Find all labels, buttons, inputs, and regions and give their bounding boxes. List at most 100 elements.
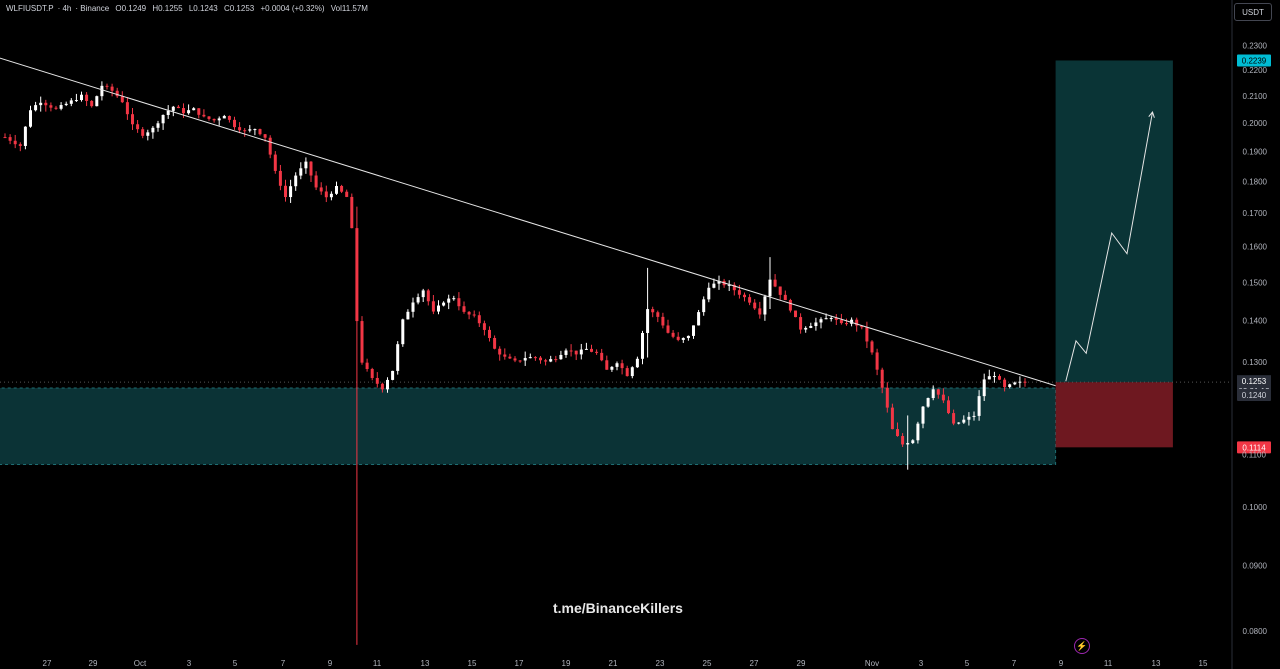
candle-body [151, 127, 155, 133]
candle-body [584, 348, 588, 350]
ohlc-open: O0.1249 [115, 4, 147, 13]
watermark: t.me/BinanceKillers [553, 600, 683, 616]
x-tick-label: 7 [1012, 659, 1017, 668]
candle-body [590, 348, 593, 352]
candle-body [314, 175, 318, 188]
y-tick-label: 0.1600 [1243, 243, 1268, 252]
candle-body [839, 319, 843, 324]
partially-hidden-tick: 0.1100 [1242, 450, 1266, 459]
candle-body [916, 423, 920, 441]
symbol-name[interactable]: WLFIUSDT.P [6, 4, 54, 13]
projection-arrow [1065, 111, 1153, 382]
x-tick-label: 13 [1152, 659, 1161, 668]
candle-body [64, 103, 68, 106]
candle-body [161, 114, 165, 124]
candle-body [528, 357, 532, 359]
candle-body [176, 106, 180, 109]
ohlc-high: H0.1255 [152, 4, 183, 13]
candle-body [54, 107, 58, 109]
candle-body [207, 116, 211, 119]
currency-button[interactable]: USDT [1234, 3, 1272, 21]
candle-body [880, 369, 884, 388]
support-price-label: 0.1240 [1242, 391, 1267, 400]
candle-body [987, 376, 991, 380]
candle-body [227, 115, 231, 120]
candle-body [493, 337, 497, 349]
candle-body [901, 436, 905, 445]
candle-body [783, 294, 787, 301]
x-tick-label: 9 [1059, 659, 1064, 668]
candle-body [319, 187, 323, 192]
candle-body [131, 114, 134, 125]
candle-body [391, 370, 395, 380]
candle-body [217, 118, 221, 121]
candle-body [952, 413, 956, 424]
last-price-label: 0.1253 [1242, 377, 1267, 386]
candle-body [80, 94, 83, 101]
candle-body [610, 366, 614, 370]
x-tick-label: 7 [281, 659, 286, 668]
candle-body [967, 416, 971, 420]
candle-body [431, 301, 435, 312]
candle-body [324, 191, 328, 198]
x-tick-label: Oct [134, 659, 147, 668]
candle-body [437, 305, 440, 312]
candle-body [508, 356, 512, 359]
lightning-icon[interactable]: ⚡ [1074, 638, 1090, 654]
candle-body [13, 140, 17, 145]
y-tick-label: 0.1700 [1243, 209, 1268, 218]
candle-body [299, 168, 303, 176]
x-tick-label: 3 [919, 659, 924, 668]
candle-body [136, 124, 140, 130]
candle-body [804, 327, 808, 330]
candle-body [294, 175, 298, 187]
candle-body [758, 308, 762, 315]
candle-body [773, 279, 777, 287]
candle-body [890, 407, 894, 430]
candle-body [141, 129, 145, 136]
x-tick-label: Nov [865, 659, 879, 668]
candle-body [253, 129, 257, 131]
candle-body [360, 321, 364, 363]
candle-body [329, 193, 333, 198]
y-tick-label: 0.1900 [1243, 147, 1268, 156]
x-tick-label: 23 [656, 659, 665, 668]
candle-body [712, 283, 716, 288]
candle-body [936, 389, 940, 395]
exchange: Binance [80, 4, 110, 13]
candle-body [335, 185, 338, 194]
candle-body [554, 359, 558, 361]
candle-body [641, 332, 644, 359]
interval[interactable]: 4h [62, 4, 72, 13]
candle-body [947, 400, 950, 414]
candle-body [365, 362, 369, 370]
candle-body [340, 185, 344, 192]
stop-zone [1055, 382, 1173, 448]
candle-body [743, 294, 746, 298]
x-tick-label: 15 [1199, 659, 1208, 668]
candle-body [498, 348, 502, 355]
candle-body [625, 368, 629, 377]
candle-body [49, 105, 53, 108]
y-tick-label: 0.0800 [1243, 627, 1268, 636]
candle-body [59, 105, 63, 109]
candle-body [666, 325, 670, 333]
y-tick-label: 0.2100 [1243, 92, 1268, 101]
candle-body [911, 440, 915, 444]
y-tick-label: 0.1000 [1243, 503, 1268, 512]
candle-body [18, 144, 22, 146]
candle-body [8, 137, 12, 141]
candle-body [125, 102, 129, 115]
candle-body [630, 367, 634, 377]
candle-body [1018, 381, 1022, 383]
candle-body [676, 336, 680, 340]
candle-body [569, 350, 573, 352]
candle-body [115, 90, 119, 97]
target-price-label: 0.2239 [1242, 56, 1267, 65]
candle-body [906, 443, 910, 445]
candle-body [885, 387, 889, 408]
x-tick-label: 5 [233, 659, 238, 668]
candle-body [482, 323, 486, 330]
candle-body [488, 329, 491, 338]
